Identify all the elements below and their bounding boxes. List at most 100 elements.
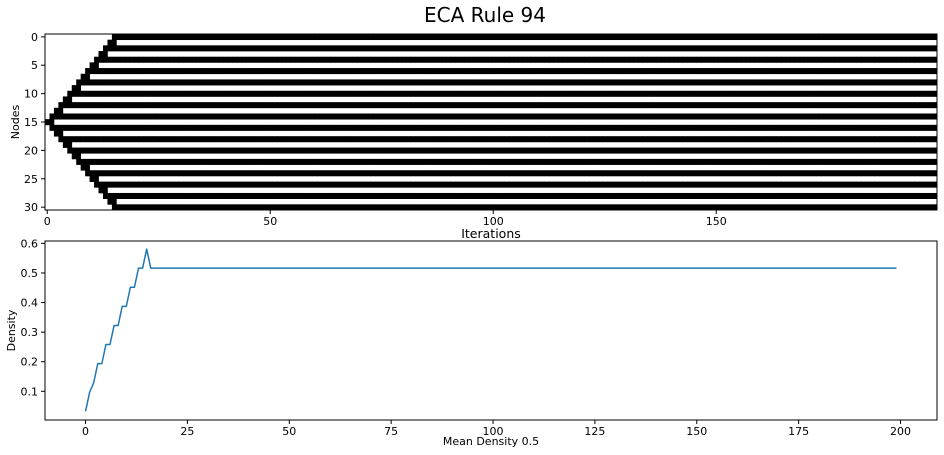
heatmap-cell (754, 113, 759, 120)
heatmap-cell (508, 158, 514, 165)
heatmap-cell (147, 34, 153, 41)
heatmap-cell (308, 147, 313, 154)
heatmap-cell (629, 147, 635, 154)
heatmap-cell (85, 73, 90, 80)
heatmap-cell (892, 113, 898, 120)
heatmap-cell (602, 192, 608, 199)
heatmap-cell (910, 45, 916, 52)
heatmap-cell (53, 107, 59, 114)
heatmap-cell (606, 147, 612, 154)
heatmap-cell (580, 170, 586, 177)
heatmap-cell (459, 34, 465, 41)
heatmap-cell (642, 136, 648, 143)
heatmap-cell (321, 136, 327, 143)
heatmap-cell (624, 136, 630, 143)
heatmap-cell (138, 79, 144, 86)
heatmap-cell (789, 192, 795, 199)
heatmap-cell (548, 45, 554, 52)
heatmap-cell (669, 147, 675, 154)
heatmap-cell (187, 136, 193, 143)
heatmap-cell (366, 124, 371, 131)
heatmap-cell (821, 124, 826, 131)
heatmap-cell (874, 192, 880, 199)
heatmap-cell (865, 147, 871, 154)
heatmap-cell (584, 90, 590, 97)
heatmap-cell (116, 56, 122, 63)
heatmap-cell (544, 136, 550, 143)
heatmap-cell (147, 90, 153, 97)
heatmap-cell (901, 124, 907, 131)
heatmap-cell (80, 136, 86, 143)
heatmap-cell (165, 124, 171, 131)
heatmap-cell (910, 124, 916, 131)
heatmap-cell (838, 192, 844, 199)
heatmap-cell (642, 90, 648, 97)
heatmap-cell (357, 68, 363, 75)
heatmap-cell (602, 158, 608, 165)
heatmap-cell (272, 113, 278, 120)
heatmap-cell (669, 204, 675, 211)
heatmap-cell (932, 124, 938, 131)
heatmap-cell (709, 158, 715, 165)
heatmap-cell (535, 192, 541, 199)
heatmap-cell (111, 45, 117, 52)
heatmap-cell (914, 192, 920, 199)
heatmap-cell (357, 102, 363, 109)
heatmap-cell (883, 45, 889, 52)
heatmap-cell (143, 158, 148, 165)
heatmap-cell (901, 192, 907, 199)
heatmap-cell (611, 68, 617, 75)
heatmap-cell (183, 124, 189, 131)
heatmap-cell (562, 192, 568, 199)
heatmap-cell (548, 181, 554, 188)
heatmap-cell (299, 170, 305, 177)
heatmap-cell (147, 158, 153, 165)
heatmap-cell (727, 158, 733, 165)
heatmap-cell (290, 79, 296, 86)
heatmap-cell (98, 51, 104, 58)
heatmap-cell (847, 192, 853, 199)
heatmap-cell (361, 192, 367, 199)
heatmap-cell (441, 45, 447, 52)
heatmap-cell (205, 56, 211, 63)
heatmap-cell (861, 192, 866, 199)
heatmap-cell (829, 158, 835, 165)
heatmap-cell (178, 102, 184, 109)
heatmap-cell (794, 68, 800, 75)
heatmap-cell (740, 56, 746, 63)
heatmap-cell (259, 192, 264, 199)
heatmap-cell (843, 102, 849, 109)
heatmap-cell (366, 56, 371, 63)
heatmap-cell (308, 192, 313, 199)
heatmap-cell (910, 102, 916, 109)
heatmap-cell (325, 56, 331, 63)
heatmap-cell (852, 147, 858, 154)
heatmap-cell (923, 113, 929, 120)
heatmap-cell (771, 79, 777, 86)
heatmap-cell (379, 113, 385, 120)
heatmap-cell (120, 56, 126, 63)
heatmap-cell (250, 68, 255, 75)
heatmap-cell (102, 192, 108, 199)
heatmap-cell (245, 113, 251, 120)
heatmap-cell (825, 56, 831, 63)
heatmap-cell (870, 181, 875, 188)
heatmap-cell (606, 45, 612, 52)
heatmap-cell (740, 181, 746, 188)
heatmap-cell (838, 158, 844, 165)
heatmap-cell (196, 102, 202, 109)
heatmap-cell (740, 34, 746, 41)
heatmap-cell (722, 147, 728, 154)
heatmap-cell (705, 124, 710, 131)
heatmap-cell (357, 170, 363, 177)
heatmap-cell (450, 56, 456, 63)
heatmap-cell (392, 170, 398, 177)
heatmap-cell (308, 90, 313, 97)
heatmap-cell (553, 79, 559, 86)
heatmap-cell (856, 113, 862, 120)
heatmap-cell (169, 158, 175, 165)
heatmap-cell (94, 181, 99, 188)
heatmap-cell (731, 124, 737, 131)
heatmap-cell (580, 181, 586, 188)
heatmap-cell (722, 158, 728, 165)
